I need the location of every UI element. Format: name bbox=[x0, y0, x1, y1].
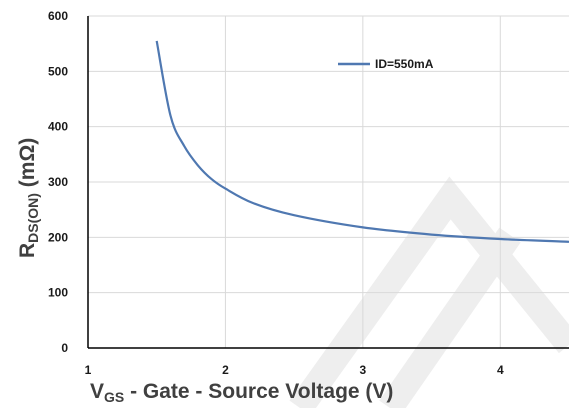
x-tick-label: 2 bbox=[222, 363, 229, 377]
legend-label: ID=550mA bbox=[375, 57, 434, 71]
y-axis-title-rest: (mΩ) bbox=[16, 138, 39, 193]
axes: 0 100 200 300 400 500 600 1 2 3 4 bbox=[48, 9, 569, 377]
x-axis-title-sub: GS bbox=[104, 389, 124, 405]
y-tick-label: 600 bbox=[48, 9, 68, 23]
y-tick-label: 500 bbox=[48, 64, 68, 78]
y-tick-label: 300 bbox=[48, 175, 68, 189]
series-line bbox=[155, 40, 569, 243]
watermark bbox=[289, 176, 569, 408]
x-tick-label: 1 bbox=[85, 363, 92, 377]
y-axis-title-main: R bbox=[16, 243, 39, 258]
legend: ID=550mA bbox=[338, 57, 434, 71]
x-axis-title: VGS - Gate - Source Voltage (V) bbox=[90, 380, 393, 405]
grid bbox=[88, 15, 569, 348]
watermark-stroke bbox=[379, 227, 521, 408]
y-axis-title-sub: DS(ON) bbox=[25, 193, 41, 243]
x-tick-label: 4 bbox=[497, 363, 504, 377]
watermark-stroke bbox=[289, 176, 569, 408]
y-tick-label: 100 bbox=[48, 286, 68, 300]
x-tick-label: 3 bbox=[360, 363, 367, 377]
plot-area bbox=[155, 40, 569, 243]
y-tick-label: 400 bbox=[48, 120, 68, 134]
y-axis-title: RDS(ON) (mΩ) bbox=[16, 138, 41, 258]
x-axis-title-main: V bbox=[90, 380, 104, 403]
x-axis-title-rest: - Gate - Source Voltage (V) bbox=[124, 380, 393, 403]
y-tick-label: 0 bbox=[61, 341, 68, 355]
y-tick-label: 200 bbox=[48, 230, 68, 244]
